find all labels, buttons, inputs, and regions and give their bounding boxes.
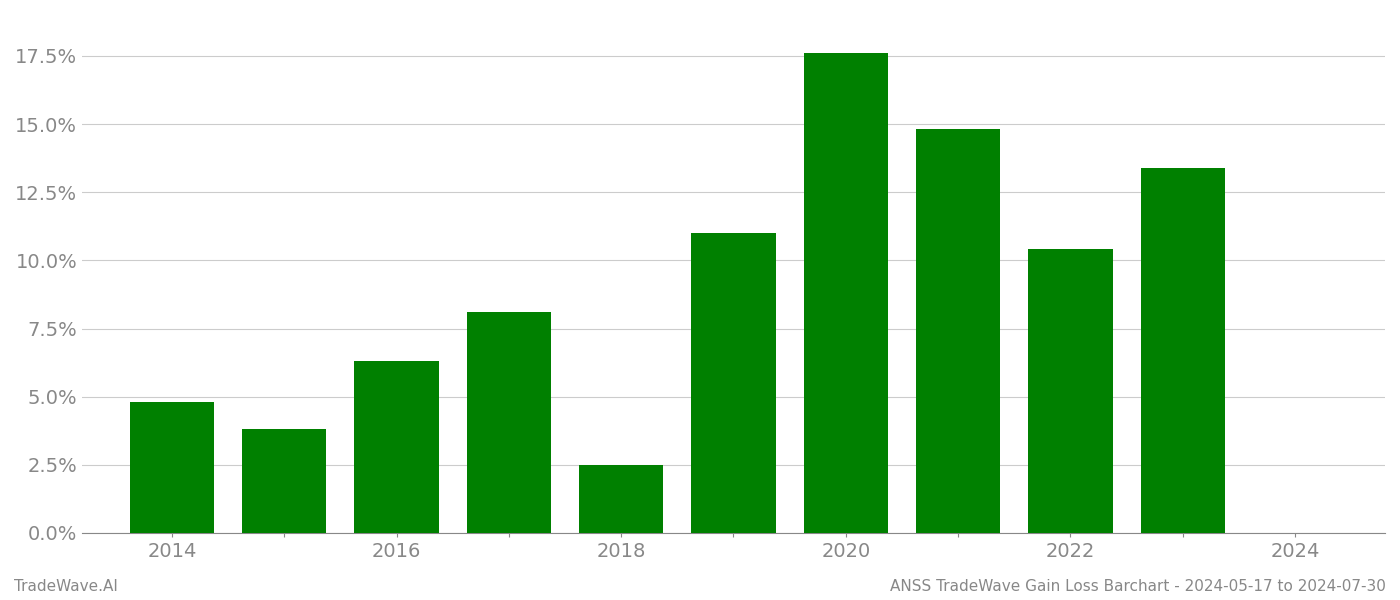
Bar — [580, 465, 664, 533]
Bar — [466, 312, 552, 533]
Bar — [916, 130, 1000, 533]
Bar — [242, 430, 326, 533]
Bar — [804, 53, 888, 533]
Bar — [1141, 167, 1225, 533]
Bar — [130, 402, 214, 533]
Text: ANSS TradeWave Gain Loss Barchart - 2024-05-17 to 2024-07-30: ANSS TradeWave Gain Loss Barchart - 2024… — [890, 579, 1386, 594]
Bar — [1029, 250, 1113, 533]
Bar — [354, 361, 438, 533]
Bar — [692, 233, 776, 533]
Text: TradeWave.AI: TradeWave.AI — [14, 579, 118, 594]
